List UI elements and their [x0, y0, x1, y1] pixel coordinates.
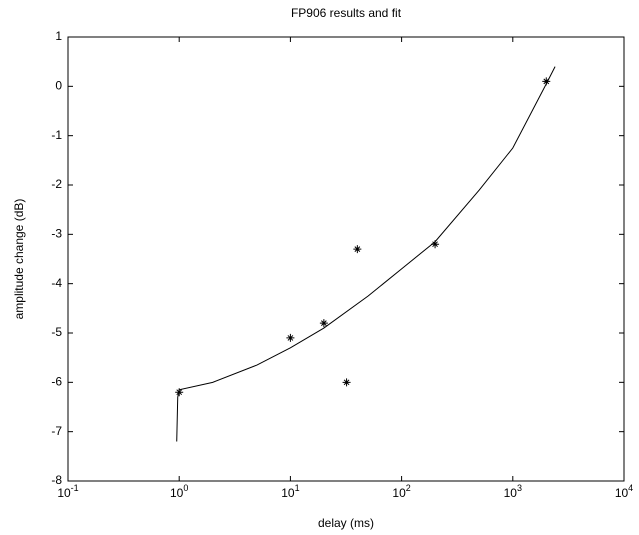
y-tick-label: -3 — [51, 227, 62, 241]
x-tick-base: 10 — [170, 486, 184, 500]
data-point — [431, 240, 440, 249]
y-tick-label: -1 — [51, 128, 62, 142]
plot-frame — [67, 36, 625, 482]
x-tick-label: 102 — [392, 483, 410, 500]
y-tick-label: -8 — [51, 473, 62, 487]
chart-title: FP906 results and fit — [291, 6, 402, 20]
x-tick-label: 101 — [281, 483, 299, 500]
x-tick-exponent: 3 — [517, 483, 522, 493]
data-point — [319, 319, 328, 328]
x-tick-label: 103 — [504, 483, 522, 500]
y-tick-label: -2 — [51, 177, 62, 191]
x-tick-exponent: -1 — [71, 483, 79, 493]
fit-line — [176, 66, 556, 442]
x-axis-label: delay (ms) — [318, 516, 374, 530]
x-tick-exponent: 1 — [295, 483, 300, 493]
data-point — [342, 378, 351, 387]
y-tick-label: -4 — [51, 276, 62, 290]
x-tick-exponent: 2 — [406, 483, 411, 493]
x-tick-base: 10 — [57, 486, 71, 500]
data-point — [353, 245, 362, 254]
y-tick-label: 0 — [55, 79, 62, 93]
x-tick-base: 10 — [615, 486, 629, 500]
x-tick-base: 10 — [392, 486, 406, 500]
y-tick-label: 1 — [55, 29, 62, 43]
x-tick-exponent: 4 — [628, 483, 633, 493]
y-tick-label: -7 — [51, 424, 62, 438]
data-point — [542, 77, 551, 86]
y-tick-label: -6 — [51, 375, 62, 389]
y-tick-label: -5 — [51, 325, 62, 339]
x-tick-base: 10 — [281, 486, 295, 500]
x-tick-base: 10 — [504, 486, 518, 500]
x-tick-exponent: 0 — [183, 483, 188, 493]
data-point — [286, 333, 295, 342]
x-tick-label: 100 — [170, 483, 188, 500]
x-tick-label: 10-1 — [57, 483, 78, 500]
x-tick-label: 104 — [615, 483, 633, 500]
y-axis-label: amplitude change (dB) — [12, 199, 26, 320]
